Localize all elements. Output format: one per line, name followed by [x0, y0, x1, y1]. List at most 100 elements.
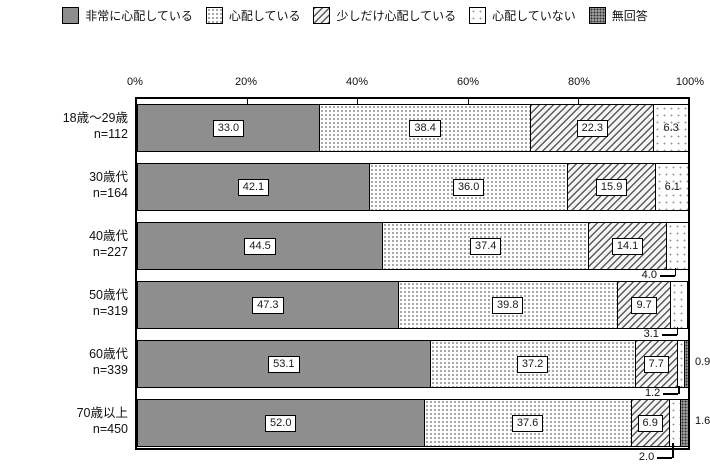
segment-value-label: 36.0 — [452, 178, 485, 196]
category-label: 60歳代 n=339 — [0, 346, 128, 378]
bar-segment: 15.9 — [567, 163, 656, 211]
category-label: 30歳代 n=164 — [0, 169, 128, 201]
bar-segment: 6.9 — [630, 399, 670, 447]
legend-label: 心配していない — [492, 9, 576, 23]
segment-value-label: 7.7 — [643, 355, 669, 373]
axis-tick-80: 80% — [567, 76, 591, 88]
bar-segment — [668, 399, 681, 447]
category-age-label: 30歳代 — [89, 170, 128, 184]
category-sample-size: n=164 — [92, 186, 128, 200]
legend-item-worried: 心配している — [205, 7, 301, 24]
category-label: 50歳代 n=319 — [0, 287, 128, 319]
bar-segment: 42.1 — [137, 163, 370, 211]
bar-segment: 22.3 — [530, 104, 655, 152]
axis-tick-mark — [577, 99, 579, 104]
legend-swatch-sparse-dots-icon — [469, 7, 487, 24]
segment-value-label: 9.7 — [631, 296, 657, 314]
legend-swatch-diagonal-hatch-icon — [313, 7, 331, 24]
axis-tick-mark — [247, 99, 249, 104]
legend-swatch-solid-gray-icon — [62, 7, 80, 24]
segment-value-label: 37.2 — [516, 355, 549, 373]
segment-value-label: 6.3 — [663, 122, 679, 134]
legend-label: 無回答 — [611, 9, 648, 23]
legend-swatch-fine-dots-icon — [205, 7, 223, 24]
bar-segment: 36.0 — [368, 163, 569, 211]
bar-segment: 7.7 — [634, 340, 678, 388]
legend-label: 少しだけ心配している — [336, 9, 457, 23]
callout-leader-line — [663, 393, 679, 395]
segment-value-label: 22.3 — [576, 119, 609, 137]
bar-segment: 44.5 — [137, 222, 384, 270]
segment-value-label: 38.4 — [409, 119, 441, 137]
segment-value-label: 37.4 — [470, 237, 502, 255]
callout-leader-line — [676, 327, 679, 335]
bar-segment — [670, 281, 688, 329]
legend-swatch-dark-check-icon — [588, 7, 606, 24]
callout-value-label: 2.0 — [638, 451, 655, 463]
callout-leader-line — [674, 268, 677, 276]
bar-row: 33.0 38.4 22.3 6.3 — [137, 104, 688, 152]
bar-segment: 47.3 — [137, 281, 399, 329]
segment-value-label: 47.3 — [252, 296, 284, 314]
bar-segment: 52.0 — [137, 399, 425, 447]
callout-leader-line — [672, 443, 674, 458]
bar-segment — [665, 222, 688, 270]
bar-segment — [683, 340, 688, 388]
bar-segment — [679, 399, 688, 447]
legend-label: 心配している — [228, 9, 301, 23]
callout-value-label: 3.1 — [643, 328, 659, 340]
axis-tick-100: 100% — [675, 76, 705, 88]
chart-legend: 非常に心配している 心配している 少しだけ心配している 心配していない 無回答 — [0, 7, 710, 24]
legend-item-slightly-worried: 少しだけ心配している — [313, 7, 456, 24]
category-age-label: 70歳以上 — [76, 406, 128, 420]
bar-row: 42.1 36.0 15.9 6.1 — [137, 163, 688, 211]
segment-value-label: 44.5 — [244, 237, 276, 255]
bar-segment: 14.1 — [588, 222, 667, 270]
bar-segment: 37.6 — [423, 399, 632, 447]
category-age-label: 40歳代 — [89, 229, 128, 243]
segment-value-label: 33.0 — [212, 119, 245, 137]
callout-leader-line — [661, 334, 677, 336]
category-sample-size: n=319 — [92, 304, 128, 318]
bar-segment: 9.7 — [616, 281, 672, 329]
bar-segment: 6.3 — [653, 104, 688, 152]
category-sample-size: n=339 — [92, 363, 128, 377]
category-label: 40歳代 n=227 — [0, 228, 128, 260]
bar-segment: 6.1 — [654, 163, 688, 211]
axis-tick-20: 20% — [234, 76, 258, 88]
bar-row: 53.1 37.2 7.7 — [137, 340, 688, 388]
axis-tick-mark — [467, 99, 469, 104]
axis-tick-mark — [357, 99, 359, 104]
bar-row: 52.0 37.6 6.9 — [137, 399, 688, 447]
callout-leader-line — [657, 457, 673, 459]
bar-segment: 39.8 — [397, 281, 618, 329]
segment-value-label: 6.1 — [664, 181, 680, 193]
bar-segment: 33.0 — [137, 104, 320, 152]
category-age-label: 50歳代 — [89, 288, 128, 302]
axis-tick-60: 60% — [456, 76, 480, 88]
legend-item-not-worried: 心配していない — [469, 7, 576, 24]
bar-segment: 37.2 — [429, 340, 636, 388]
segment-value-label: 37.6 — [511, 414, 544, 432]
callout-leader-line — [659, 275, 675, 277]
segment-value-label: 6.9 — [637, 414, 663, 432]
category-label: 70歳以上 n=450 — [0, 405, 128, 437]
segment-value-label: 14.1 — [611, 237, 644, 255]
segment-value-label: 42.1 — [237, 178, 270, 196]
bar-row: 44.5 37.4 14.1 — [137, 222, 688, 270]
segment-value-label: 39.8 — [492, 296, 524, 314]
segment-value-label: 52.0 — [265, 414, 297, 432]
right-value-label: 1.6 — [695, 415, 710, 427]
right-value-label: 0.9 — [695, 356, 710, 368]
legend-item-very-worried: 非常に心配している — [62, 7, 193, 24]
bar-segment: 38.4 — [318, 104, 532, 152]
axis-tick-40: 40% — [345, 76, 369, 88]
legend-label: 非常に心配している — [85, 9, 193, 23]
callout-leader-line — [678, 386, 680, 394]
callout-value-label: 1.2 — [644, 387, 661, 399]
bar-segment: 37.4 — [382, 222, 590, 270]
bar-segment: 53.1 — [137, 340, 431, 388]
category-age-label: 18歳〜29歳 — [62, 111, 128, 125]
category-sample-size: n=450 — [92, 422, 128, 436]
